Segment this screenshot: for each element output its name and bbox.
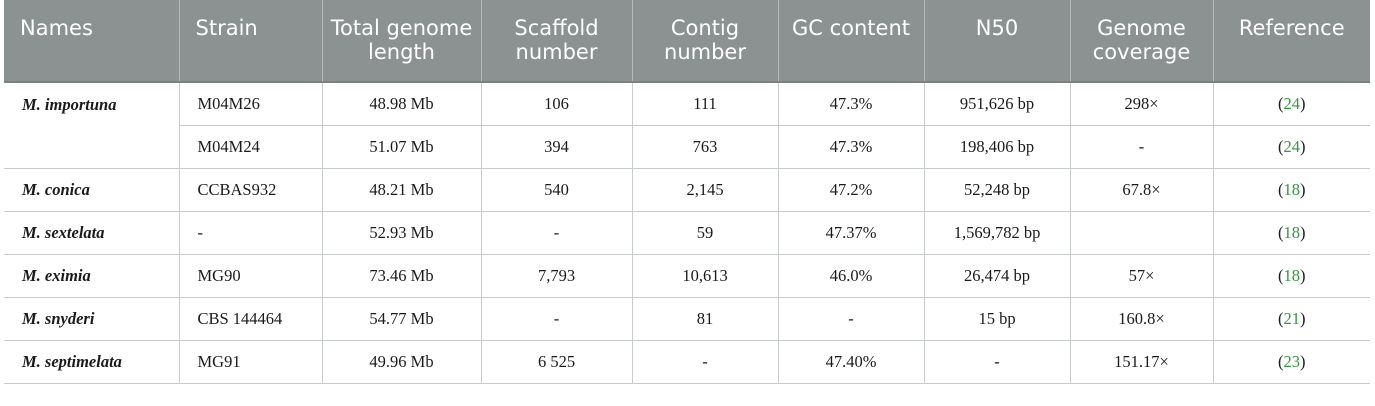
reference-link[interactable]: 18 (1283, 222, 1301, 242)
header-row: Names Strain Total genome length Scaffol… (4, 0, 1370, 83)
header-gc-content: GC content (778, 0, 925, 83)
header-genome-coverage: Genome coverage (1070, 0, 1214, 83)
reference-link[interactable]: 21 (1283, 308, 1301, 328)
coverage-cell: 67.8× (1070, 168, 1214, 212)
contig-cell: 10,613 (632, 254, 779, 298)
species-name: M. septimelata (4, 340, 180, 384)
reference-link[interactable]: 23 (1283, 351, 1301, 371)
contig-cell: 763 (632, 125, 779, 169)
table-row: M. snyderi CBS 144464 54.77 Mb - 81 - 15… (4, 297, 1370, 341)
table-row: M. conica CCBAS932 48.21 Mb 540 2,145 47… (4, 168, 1370, 212)
header-names: Names (4, 0, 180, 83)
n50-cell: 26,474 bp (924, 254, 1071, 298)
length-cell: 51.07 Mb (322, 125, 482, 169)
reference-link[interactable]: 24 (1283, 93, 1301, 113)
gc-cell: 47.40% (778, 340, 925, 384)
scaffold-cell: 540 (481, 168, 633, 212)
header-total-genome-length: Total genome length (322, 0, 482, 83)
table-row: M. importuna M04M26 48.98 Mb 106 111 47.… (4, 81, 1370, 169)
coverage-cell (1070, 211, 1214, 255)
gc-cell: 47.3% (778, 81, 925, 126)
contig-cell: - (632, 340, 779, 384)
reference-link[interactable]: 18 (1283, 265, 1301, 285)
strain-cell: MG90 (179, 254, 323, 298)
reference-cell: (23) (1213, 340, 1370, 384)
species-name: M. conica (4, 168, 180, 212)
coverage-cell: 151.17× (1070, 340, 1214, 384)
header-scaffold-number: Scaffold number (481, 0, 633, 83)
genome-table: Names Strain Total genome length Scaffol… (4, 0, 1370, 384)
gc-cell: 47.2% (778, 168, 925, 212)
contig-cell: 81 (632, 297, 779, 341)
coverage-cell: 57× (1070, 254, 1214, 298)
gc-cell: 46.0% (778, 254, 925, 298)
length-cell: 48.98 Mb (322, 81, 482, 126)
reference-link[interactable]: 18 (1283, 179, 1301, 199)
n50-cell: 1,569,782 bp (924, 211, 1071, 255)
header-contig-number: Contig number (632, 0, 779, 83)
gc-cell: - (778, 297, 925, 341)
reference-cell: (21) (1213, 297, 1370, 341)
length-cell: 49.96 Mb (322, 340, 482, 384)
length-cell: 73.46 Mb (322, 254, 482, 298)
scaffold-cell: 6 525 (481, 340, 633, 384)
strain-cell: M04M24 (179, 125, 323, 169)
reference-cell: (24) (1213, 81, 1370, 126)
strain-cell: CBS 144464 (179, 297, 323, 341)
contig-cell: 2,145 (632, 168, 779, 212)
table-row: M04M24 51.07 Mb 394 763 47.3% 198,406 bp… (4, 125, 1370, 169)
reference-cell: (18) (1213, 168, 1370, 212)
length-cell: 54.77 Mb (322, 297, 482, 341)
scaffold-cell: 7,793 (481, 254, 633, 298)
scaffold-cell: 394 (481, 125, 633, 169)
species-name: M. eximia (4, 254, 180, 298)
contig-cell: 59 (632, 211, 779, 255)
reference-link[interactable]: 24 (1283, 136, 1301, 156)
coverage-cell: - (1070, 125, 1214, 169)
scaffold-cell: - (481, 297, 633, 341)
gc-cell: 47.37% (778, 211, 925, 255)
n50-cell: - (924, 340, 1071, 384)
header-reference: Reference (1213, 0, 1370, 83)
length-cell: 52.93 Mb (322, 211, 482, 255)
coverage-cell: 160.8× (1070, 297, 1214, 341)
header-strain: Strain (179, 0, 323, 83)
reference-cell: (18) (1213, 211, 1370, 255)
contig-cell: 111 (632, 81, 779, 126)
n50-cell: 198,406 bp (924, 125, 1071, 169)
reference-cell: (24) (1213, 125, 1370, 169)
scaffold-cell: - (481, 211, 633, 255)
reference-cell: (18) (1213, 254, 1370, 298)
length-cell: 48.21 Mb (322, 168, 482, 212)
n50-cell: 15 bp (924, 297, 1071, 341)
species-name: M. snyderi (4, 297, 180, 341)
header-n50: N50 (924, 0, 1071, 83)
coverage-cell: 298× (1070, 81, 1214, 126)
gc-cell: 47.3% (778, 125, 925, 169)
scaffold-cell: 106 (481, 81, 633, 126)
table-row: M. sextelata - 52.93 Mb - 59 47.37% 1,56… (4, 211, 1370, 255)
strain-cell: - (179, 211, 323, 255)
species-name: M. sextelata (4, 211, 180, 255)
strain-cell: MG91 (179, 340, 323, 384)
table-row: M. septimelata MG91 49.96 Mb 6 525 - 47.… (4, 340, 1370, 384)
strain-cell: M04M26 (179, 81, 323, 126)
table-row: M. eximia MG90 73.46 Mb 7,793 10,613 46.… (4, 254, 1370, 298)
species-name: M. importuna (4, 81, 180, 169)
strain-cell: CCBAS932 (179, 168, 323, 212)
n50-cell: 951,626 bp (924, 81, 1071, 126)
n50-cell: 52,248 bp (924, 168, 1071, 212)
